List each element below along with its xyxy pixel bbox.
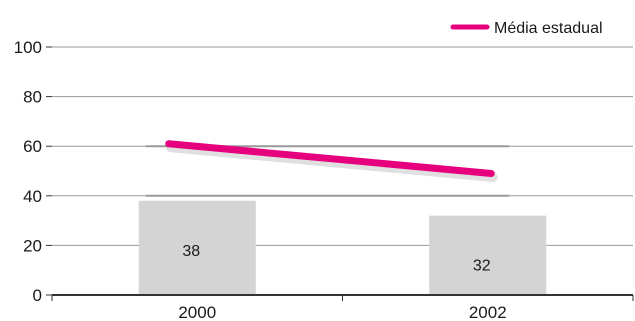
y-tick-label: 60 bbox=[23, 137, 42, 156]
x-tick-label-2002: 2002 bbox=[469, 303, 507, 321]
y-axis: 0 20 40 60 80 100 bbox=[14, 38, 52, 305]
bar-data-labels: 38 32 bbox=[182, 243, 490, 275]
bar-2000 bbox=[138, 200, 256, 295]
y-tick-label: 40 bbox=[23, 187, 42, 206]
y-tick-label: 80 bbox=[23, 88, 42, 107]
bar-2002 bbox=[429, 215, 547, 295]
legend-label-media-estadual: Média estadual bbox=[494, 20, 603, 37]
y-tick-label: 100 bbox=[14, 38, 42, 57]
line-shadow bbox=[166, 143, 498, 182]
x-tick-label-2000: 2000 bbox=[178, 303, 216, 321]
y-tick-label: 0 bbox=[33, 286, 42, 305]
legend: Média estadual bbox=[450, 20, 603, 37]
line-media-estadual bbox=[165, 140, 495, 177]
bar-data-label-2000: 38 bbox=[182, 243, 200, 260]
bars bbox=[138, 200, 547, 295]
line-series bbox=[165, 140, 498, 182]
y-tick-label: 20 bbox=[23, 236, 42, 255]
x-axis: 2000 2002 bbox=[51, 294, 634, 321]
bar-data-label-2002: 32 bbox=[473, 258, 491, 275]
